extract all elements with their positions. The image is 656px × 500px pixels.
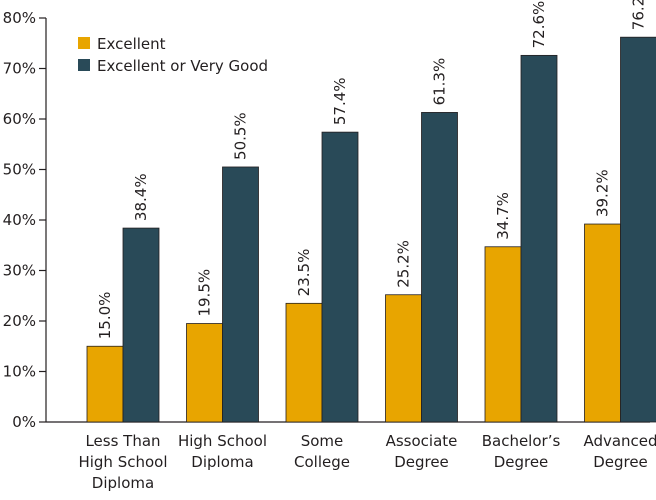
data-label: 15.0% — [96, 292, 114, 340]
bar-excellent-or-very-good — [620, 36, 656, 423]
data-label: 38.4% — [132, 173, 150, 221]
bar-excellent-or-very-good — [222, 166, 259, 423]
x-tick-label-line: Advanced — [583, 432, 656, 450]
x-tick-label: Associate Degree — [386, 432, 458, 471]
x-tick-label-line: Degree — [593, 453, 648, 471]
x-tick-label: Less Than High School Diploma — [78, 432, 167, 492]
x-tick-label-line: Degree — [494, 453, 549, 471]
bar-excellent — [584, 223, 621, 423]
x-tick-label-line: College — [294, 453, 350, 471]
legend-label-excellent: Excellent — [97, 35, 166, 53]
data-label: 19.5% — [196, 269, 214, 317]
data-label: 57.4% — [331, 77, 349, 125]
data-label: 76.2% — [630, 0, 648, 30]
bar-excellent-or-very-good — [321, 131, 359, 423]
y-tick-label: 10% — [3, 363, 36, 381]
x-tick-label-line: High School — [178, 432, 267, 450]
y-tick-label: 80% — [3, 9, 36, 27]
bars — [86, 36, 656, 423]
data-label: 72.6% — [530, 1, 548, 49]
x-tick-label-line: Some — [301, 432, 344, 450]
y-tick-label: 40% — [3, 211, 36, 229]
bar-excellent — [285, 302, 323, 423]
bar-excellent — [186, 323, 223, 423]
legend: Excellent Excellent or Very Good — [78, 35, 268, 75]
bar-excellent — [484, 246, 522, 423]
y-tick-label: 70% — [3, 60, 36, 78]
x-tick-label: Bachelor’s Degree — [482, 432, 561, 471]
legend-label-excellent-or-very-good: Excellent or Very Good — [97, 57, 268, 75]
x-tick-label-line: Less Than — [85, 432, 160, 450]
bar-excellent — [86, 345, 124, 423]
data-label: 61.3% — [431, 58, 449, 106]
y-tick-label: 60% — [3, 110, 36, 128]
bar-excellent — [385, 294, 422, 423]
y-tick-label: 0% — [12, 413, 36, 431]
x-tick-label: Advanced Degree — [583, 432, 656, 471]
data-label: 39.2% — [594, 169, 612, 217]
x-tick-label: Some College — [294, 432, 350, 471]
x-tick-label-line: Degree — [394, 453, 449, 471]
legend-swatch-excellent — [78, 37, 90, 49]
x-tick-label-line: Associate — [386, 432, 458, 450]
bar-excellent-or-very-good — [421, 112, 458, 423]
legend-swatch-excellent-or-very-good — [78, 59, 90, 71]
x-tick-label-line: Diploma — [92, 474, 154, 492]
data-label: 23.5% — [295, 249, 313, 297]
bar-excellent-or-very-good — [520, 54, 558, 423]
y-tick-label: 20% — [3, 312, 36, 330]
y-tick-label: 30% — [3, 262, 36, 280]
bar-excellent-or-very-good — [122, 227, 160, 423]
x-tick-label: High School Diploma — [178, 432, 267, 471]
x-tick-label-line: Bachelor’s — [482, 432, 561, 450]
x-tick-label-line: Diploma — [191, 453, 253, 471]
y-tick-label: 50% — [3, 161, 36, 179]
data-label: 34.7% — [494, 192, 512, 240]
data-labels: 15.0% 38.4% 19.5% 50.5% 23.5% 57.4% 25.2% 61.3%… — [96, 0, 648, 339]
data-label: 50.5% — [232, 112, 250, 160]
data-label: 25.2% — [395, 240, 413, 288]
x-tick-label-line: High School — [78, 453, 167, 471]
axes: 0% 10% 20% 30% 40% 50% 60% 70% 80% Less Than High … — [3, 9, 656, 492]
